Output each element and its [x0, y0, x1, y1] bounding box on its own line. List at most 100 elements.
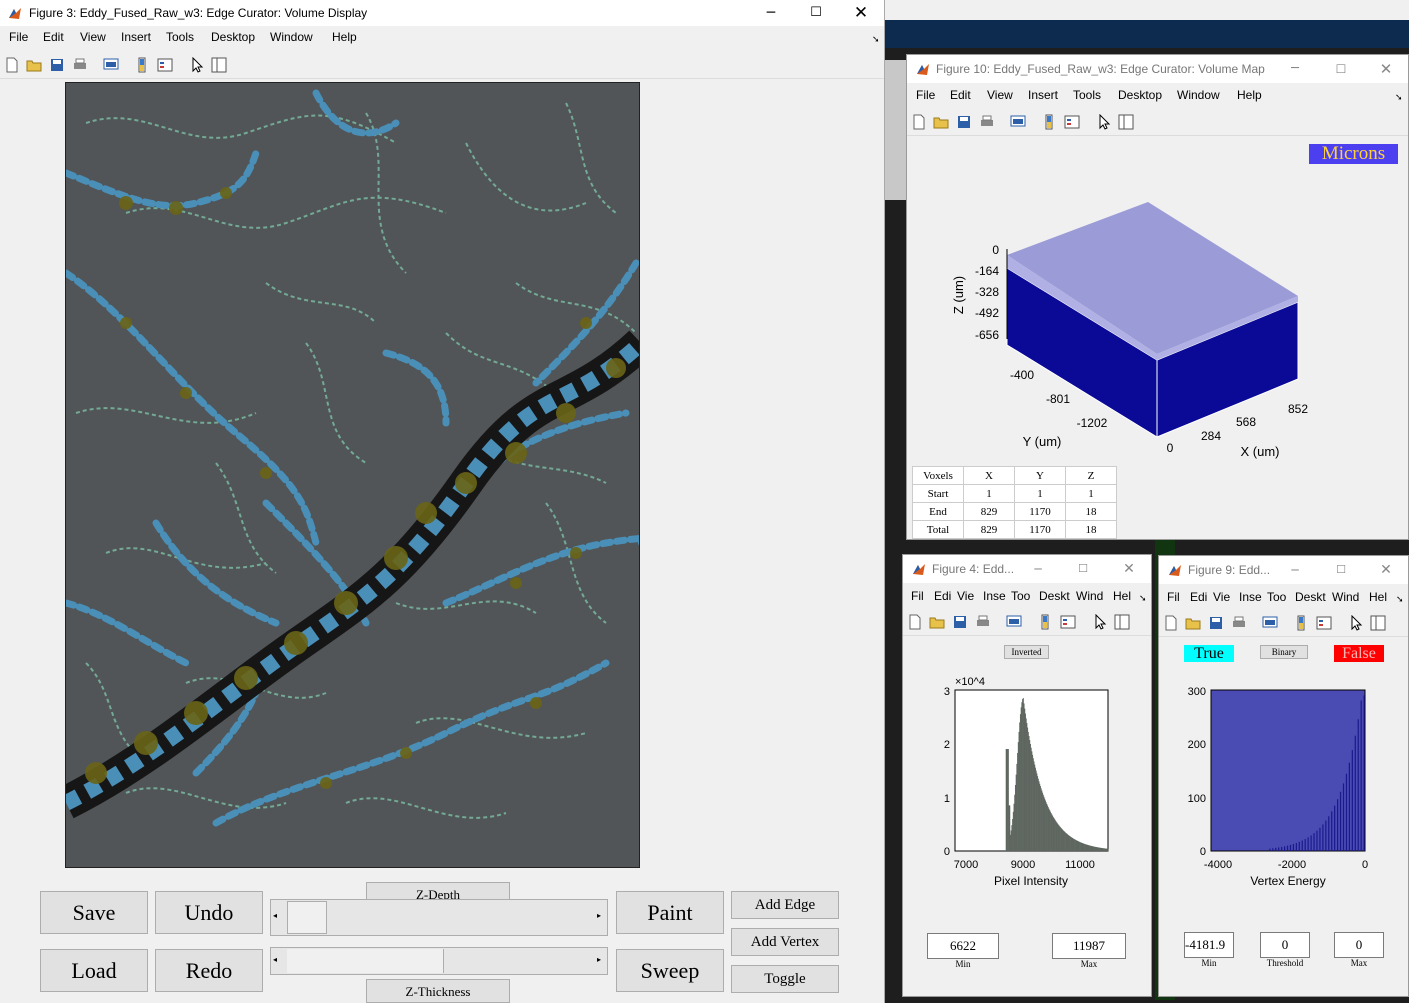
menu-desktop[interactable]: Deskt — [1295, 590, 1326, 604]
z-thickness-slider[interactable]: ◂ ▸ — [270, 947, 608, 975]
property-editor-icon[interactable] — [1370, 615, 1386, 631]
minimize-icon[interactable]: ─ — [766, 5, 776, 21]
menu-window[interactable]: Window — [270, 30, 313, 44]
save-icon[interactable] — [1208, 615, 1224, 631]
table-cell[interactable]: 829 — [963, 502, 1015, 521]
z-depth-slider-thumb[interactable] — [287, 901, 327, 934]
pointer-icon[interactable] — [1092, 614, 1108, 630]
menu-desktop[interactable]: Deskt — [1039, 589, 1070, 603]
property-editor-icon[interactable] — [1114, 614, 1130, 630]
volume-image[interactable] — [65, 82, 640, 868]
sweep-button[interactable]: Sweep — [616, 949, 724, 992]
legend-icon[interactable] — [157, 57, 173, 73]
false-button[interactable]: False — [1334, 645, 1384, 662]
menu-edit[interactable]: Edi — [1190, 590, 1208, 604]
menu-file[interactable]: Fil — [911, 589, 924, 603]
menu-view[interactable]: View — [80, 30, 106, 44]
undo-button[interactable]: Undo — [155, 891, 263, 934]
menu-desktop[interactable]: Desktop — [1118, 88, 1163, 102]
save-icon[interactable] — [952, 614, 968, 630]
min-energy-field[interactable]: -4181.9 — [1184, 932, 1234, 958]
menu-tools[interactable]: Tools — [1073, 88, 1102, 102]
colorbar-icon[interactable] — [1037, 614, 1053, 630]
table-cell[interactable]: 1 — [1014, 484, 1066, 503]
colorbar-icon[interactable] — [1041, 114, 1057, 130]
close-icon[interactable]: ✕ — [1379, 60, 1393, 78]
save-icon[interactable] — [49, 57, 65, 73]
link-plot-icon[interactable] — [103, 57, 119, 73]
link-plot-icon[interactable] — [1262, 615, 1278, 631]
true-button[interactable]: True — [1184, 645, 1234, 662]
maximize-icon[interactable]: ☐ — [1336, 563, 1346, 576]
maximize-icon[interactable]: ☐ — [1078, 562, 1088, 575]
toggle-button[interactable]: Toggle — [731, 965, 839, 993]
table-cell[interactable]: 1 — [963, 484, 1015, 503]
menu-file[interactable]: Fil — [1167, 590, 1180, 604]
property-editor-icon[interactable] — [211, 57, 227, 73]
print-icon[interactable] — [975, 614, 991, 630]
minimize-icon[interactable]: ─ — [1291, 61, 1299, 76]
menubar-arrow-icon[interactable]: ➘ — [1395, 92, 1403, 102]
open-file-icon[interactable] — [1185, 615, 1201, 631]
new-figure-icon[interactable] — [911, 114, 927, 130]
menu-view[interactable]: Vie — [1213, 590, 1231, 604]
menu-edit[interactable]: Edit — [43, 30, 64, 44]
menu-tools[interactable]: Tools — [166, 30, 195, 44]
table-cell[interactable]: 1 — [1065, 484, 1117, 503]
maximize-icon[interactable]: ☐ — [810, 5, 822, 20]
z-depth-slider[interactable]: ◂ ▸ — [270, 899, 608, 936]
menu-view[interactable]: Vie — [957, 589, 975, 603]
legend-icon[interactable] — [1064, 114, 1080, 130]
open-file-icon[interactable] — [933, 114, 949, 130]
pointer-icon[interactable] — [1096, 114, 1112, 130]
slider-right-arrow-icon[interactable]: ▸ — [597, 955, 602, 964]
menu-window[interactable]: Window — [1177, 88, 1220, 102]
threshold-field[interactable]: 0 — [1260, 932, 1310, 958]
add-vertex-button[interactable]: Add Vertex — [731, 928, 839, 956]
menu-tools[interactable]: Too — [1011, 589, 1031, 603]
menu-tools[interactable]: Too — [1267, 590, 1287, 604]
colorbar-icon[interactable] — [134, 57, 150, 73]
maximize-icon[interactable]: ☐ — [1335, 62, 1347, 76]
menubar-arrow-icon[interactable]: ➘ — [1396, 594, 1404, 604]
pointer-icon[interactable] — [1348, 615, 1364, 631]
inverted-button[interactable]: Inverted — [1004, 645, 1049, 659]
link-plot-icon[interactable] — [1006, 614, 1022, 630]
menu-insert[interactable]: Inse — [983, 589, 1006, 603]
menu-help[interactable]: Help — [1237, 88, 1262, 102]
print-icon[interactable] — [72, 57, 88, 73]
minimize-icon[interactable]: ─ — [1034, 562, 1042, 576]
new-figure-icon[interactable] — [1163, 615, 1179, 631]
menu-insert[interactable]: Insert — [121, 30, 152, 44]
save-button[interactable]: Save — [40, 891, 148, 934]
menubar-arrow-icon[interactable]: ➘ — [872, 34, 880, 44]
legend-icon[interactable] — [1316, 615, 1332, 631]
z-thickness-slider-thumb[interactable] — [287, 949, 444, 973]
slider-right-arrow-icon[interactable]: ▸ — [597, 911, 602, 920]
menu-view[interactable]: View — [987, 88, 1013, 102]
add-edge-button[interactable]: Add Edge — [731, 891, 839, 919]
link-plot-icon[interactable] — [1010, 114, 1026, 130]
min-intensity-field[interactable]: 6622 — [927, 933, 999, 959]
menubar-arrow-icon[interactable]: ➘ — [1139, 593, 1147, 603]
colorbar-icon[interactable] — [1293, 615, 1309, 631]
pointer-icon[interactable] — [189, 57, 205, 73]
new-figure-icon[interactable] — [907, 614, 923, 630]
menu-desktop[interactable]: Desktop — [211, 30, 256, 44]
slider-left-arrow-icon[interactable]: ◂ — [273, 955, 278, 964]
menu-edit[interactable]: Edit — [950, 88, 971, 102]
table-cell[interactable]: 18 — [1065, 502, 1117, 521]
slider-left-arrow-icon[interactable]: ◂ — [273, 911, 278, 920]
close-icon[interactable]: ✕ — [853, 3, 869, 23]
print-icon[interactable] — [979, 114, 995, 130]
paint-button[interactable]: Paint — [616, 891, 724, 934]
max-energy-field[interactable]: 0 — [1334, 932, 1384, 958]
table-cell[interactable]: 1170 — [1014, 502, 1066, 521]
close-icon[interactable]: ✕ — [1123, 561, 1135, 577]
redo-button[interactable]: Redo — [155, 949, 263, 992]
property-editor-icon[interactable] — [1118, 114, 1134, 130]
units-badge[interactable]: Microns — [1309, 144, 1398, 164]
binary-button[interactable]: Binary — [1260, 645, 1308, 659]
menu-file[interactable]: File — [916, 88, 936, 102]
load-button[interactable]: Load — [40, 949, 148, 992]
